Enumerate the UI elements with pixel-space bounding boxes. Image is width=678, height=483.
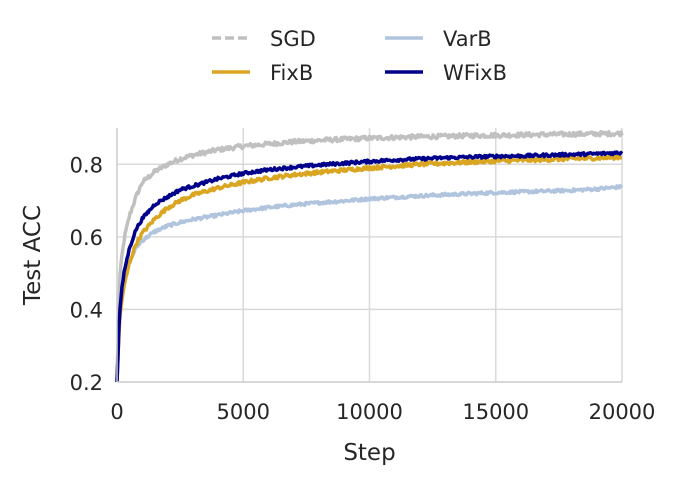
- x-tick-label: 10000: [336, 400, 403, 424]
- tick-labels: 0 5000 10000 15000 20000 0.2 0.4 0.6 0.8: [70, 153, 656, 424]
- legend-label: SGD: [270, 27, 316, 51]
- series-line-sgd: [115, 129, 624, 383]
- axes: [116, 128, 622, 383]
- legend-label: VarB: [443, 27, 492, 51]
- x-tick-label: 0: [110, 400, 123, 424]
- y-axis-label: Test ACC: [20, 205, 46, 306]
- x-tick-label: 20000: [589, 400, 656, 424]
- legend-label: WFixB: [443, 61, 507, 85]
- legend-item-sgd: SGD: [212, 27, 316, 51]
- y-tick-label: 0.2: [70, 371, 103, 395]
- x-tick-label: 5000: [217, 400, 270, 424]
- series-line-fixb: [115, 153, 623, 383]
- series-lines: [115, 129, 624, 383]
- x-tick-label: 15000: [462, 400, 529, 424]
- x-axis-label: Step: [343, 440, 395, 466]
- legend-item-wfixb: WFixB: [385, 61, 507, 85]
- y-tick-label: 0.4: [70, 298, 103, 322]
- series-line-varb: [115, 183, 624, 383]
- legend-item-varb: VarB: [385, 27, 492, 51]
- legend-label: FixB: [270, 61, 313, 85]
- legend-item-fixb: FixB: [212, 61, 313, 85]
- y-tick-label: 0.8: [70, 153, 103, 177]
- legend: SGD VarB FixB WFixB: [212, 27, 507, 85]
- y-tick-label: 0.6: [70, 226, 103, 250]
- series-line-wfixb: [115, 150, 624, 383]
